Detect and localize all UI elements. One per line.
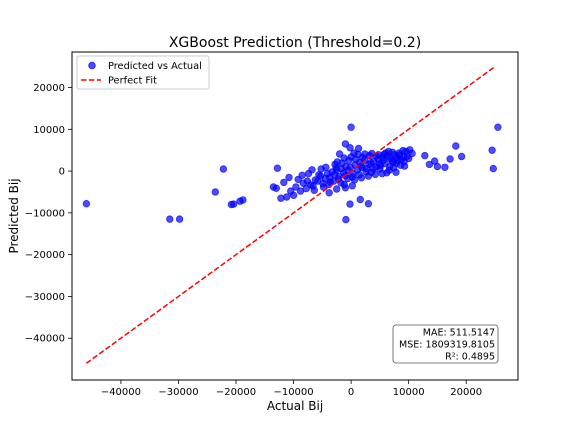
data-point: [325, 189, 333, 197]
data-point: [399, 146, 407, 155]
data-point: [273, 164, 282, 172]
data-point: [392, 168, 400, 176]
data-point: [364, 199, 373, 208]
metrics-mse: MSE: 1809319.8105: [399, 340, 495, 351]
y-tick-label: 0: [59, 167, 65, 178]
data-point: [166, 215, 174, 223]
data-point: [421, 151, 429, 160]
y-tick-label: −30000: [25, 292, 65, 303]
data-point: [400, 162, 409, 170]
data-point: [308, 166, 316, 174]
y-tick-label: −10000: [25, 208, 65, 219]
data-point: [272, 184, 280, 192]
x-tick-label: −30000: [158, 387, 198, 398]
data-point: [280, 178, 288, 187]
data-point: [357, 174, 366, 182]
data-point: [378, 169, 386, 178]
data-point: [441, 163, 449, 171]
legend-label-points: Predicted vs Actual: [108, 61, 202, 72]
data-point: [82, 199, 91, 208]
perfect-fit-line: [85, 66, 496, 364]
data-point: [350, 149, 358, 157]
data-point: [364, 172, 373, 180]
plot-frame: [71, 51, 519, 381]
data-point: [452, 142, 460, 150]
data-point: [239, 196, 247, 204]
data-point: [317, 165, 325, 173]
x-tick-label: 10000: [393, 387, 425, 398]
data-point: [489, 164, 497, 173]
data-point: [367, 158, 375, 167]
data-point: [332, 163, 340, 172]
metrics-box-frame: [392, 324, 499, 364]
y-tick-label: −40000: [25, 334, 65, 345]
data-point: [457, 152, 466, 161]
data-point: [292, 183, 300, 191]
data-point: [403, 152, 412, 160]
data-point: [219, 165, 228, 173]
data-point: [375, 160, 383, 168]
x-tick-label: 0: [348, 387, 354, 398]
data-point: [371, 170, 379, 179]
metrics-r2: R²: 0.4895: [445, 352, 495, 363]
data-point: [488, 146, 496, 154]
data-point: [446, 155, 454, 163]
metrics-mae: MAE: 511.5147: [423, 328, 495, 339]
data-point: [303, 177, 312, 185]
data-point: [211, 188, 219, 196]
y-tick-label: 20000: [33, 83, 65, 94]
x-axis: −40000 −30000 −20000 −10000 0 10000 20000: [101, 380, 482, 398]
x-tick-label: −20000: [216, 387, 256, 398]
data-point: [348, 181, 356, 190]
data-point: [354, 144, 363, 153]
legend-label-perfect-fit: Perfect Fit: [108, 76, 157, 87]
data-point: [356, 195, 364, 204]
x-tick-label: −40000: [101, 387, 141, 398]
data-point: [406, 146, 414, 154]
data-point: [289, 191, 298, 199]
legend-box: [76, 55, 210, 90]
x-axis-label: Actual Bij: [267, 399, 323, 413]
legend-marker-points: [88, 61, 96, 70]
data-point: [340, 180, 348, 189]
data-point: [361, 150, 369, 158]
chart-title: XGBoost Prediction (Threshold=0.2): [169, 35, 421, 51]
y-axis-label: Predicted Bij: [7, 178, 21, 253]
points-layer: [82, 123, 502, 224]
data-point: [333, 185, 341, 193]
data-point: [335, 150, 344, 158]
data-point: [347, 123, 355, 131]
data-point: [394, 156, 402, 164]
metrics-box: MAE: 511.5147 MSE: 1809319.8105 R²: 0.48…: [392, 324, 499, 364]
data-point: [425, 160, 434, 169]
data-point: [346, 200, 354, 208]
data-point: [344, 174, 352, 183]
data-point: [283, 193, 291, 201]
data-point: [433, 162, 442, 171]
legend: Predicted vs Actual Perfect Fit: [76, 55, 210, 90]
data-point: [494, 123, 502, 131]
data-point: [175, 215, 184, 223]
x-tick-label: 20000: [450, 387, 482, 398]
data-point: [340, 154, 348, 162]
y-tick-label: −20000: [25, 250, 65, 261]
data-point: [346, 143, 354, 152]
data-point: [298, 171, 306, 179]
data-point: [310, 186, 318, 194]
y-axis: −40000 −30000 −20000 −10000 0 10000 20000: [25, 83, 72, 345]
data-point: [385, 166, 393, 174]
data-point: [342, 215, 350, 224]
x-tick-label: −10000: [273, 387, 313, 398]
data-point: [229, 200, 238, 208]
y-tick-label: 10000: [33, 125, 65, 136]
data-point: [384, 147, 393, 156]
data-point: [285, 173, 293, 182]
